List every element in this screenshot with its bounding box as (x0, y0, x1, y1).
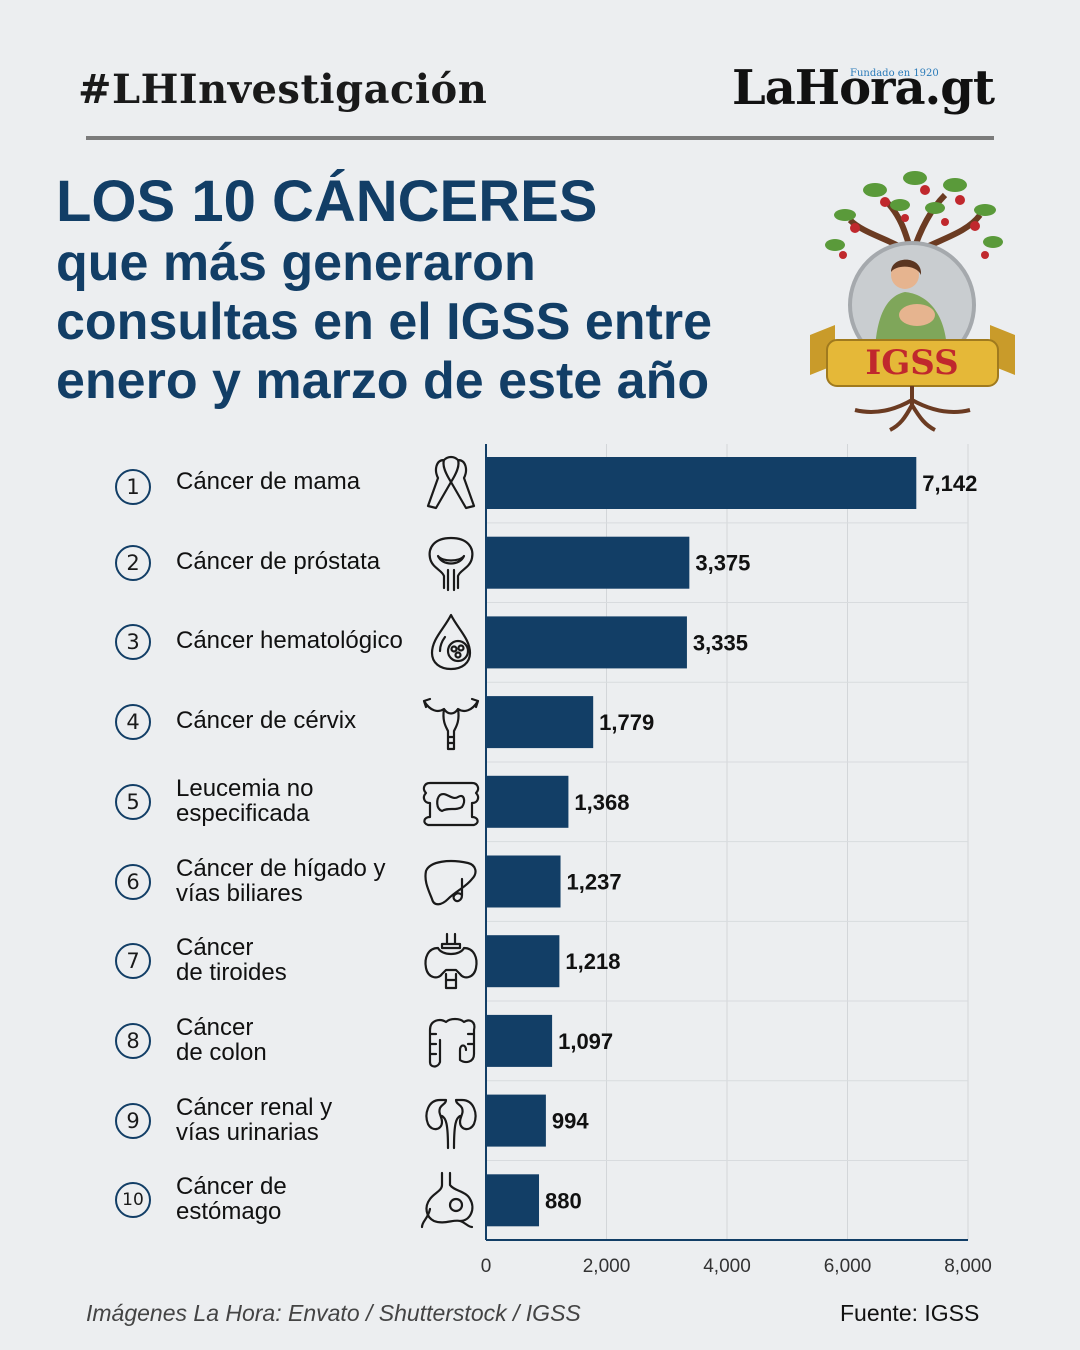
kidneys-icon (425, 1098, 477, 1149)
bone-icon (422, 781, 480, 826)
bar-value-label: 880 (545, 1188, 582, 1213)
rank-number: 10 (115, 1182, 151, 1219)
bar-value-label: 1,779 (599, 710, 654, 735)
source-note: Fuente: IGSS (840, 1300, 980, 1326)
bar (486, 696, 594, 749)
bar-value-label: 1,368 (574, 790, 629, 815)
bar-value-label: 3,335 (693, 630, 748, 655)
title-line-2: que más generaron (56, 234, 536, 292)
igss-logo: IGSS (810, 171, 1015, 432)
category-label: Cáncer de colon (176, 1013, 267, 1066)
bar-value-label: 7,142 (922, 471, 977, 496)
rank-number: 1 (115, 469, 151, 505)
title-line-1: LOS 10 CÁNCERES (56, 169, 598, 234)
rank-number: 9 (115, 1102, 151, 1139)
bar (486, 457, 917, 509)
rank-number: 6 (115, 863, 151, 900)
bar (486, 1094, 546, 1147)
page-title: LOS 10 CÁNCERES que más generaron consul… (56, 170, 796, 411)
thyroid-icon (424, 933, 478, 990)
hashtag-heading: #LHInvestigación (78, 66, 488, 113)
bar-value-label: 3,375 (695, 551, 750, 576)
x-tick-label: 6,000 (824, 1256, 872, 1277)
category-label: Cáncer de hígado y vías biliares (176, 854, 386, 907)
x-tick-label: 2,000 (583, 1256, 631, 1277)
category-label: Cáncer de estómago (176, 1173, 287, 1226)
header-divider (86, 136, 994, 140)
tree-icon (825, 171, 1003, 259)
category-label: Cáncer renal y vías urinarias (176, 1093, 333, 1146)
igss-logo-text: IGSS (865, 343, 958, 383)
brand-tagline: Fundado en 1920 (850, 68, 939, 79)
bar-value-label: 1,218 (565, 949, 620, 974)
x-tick-label: 4,000 (703, 1256, 751, 1277)
liver-icon (424, 859, 477, 905)
bar (486, 1014, 553, 1067)
mother-child-icon (875, 259, 947, 350)
rank-number: 2 (115, 544, 151, 581)
bar (486, 1174, 540, 1227)
bar (486, 775, 569, 828)
rank-number: 5 (115, 783, 151, 820)
bar (486, 536, 690, 589)
brand-logo[interactable]: LaHora.gt (731, 60, 995, 116)
category-label: Cáncer hematológico (176, 627, 403, 655)
blood-drop-icon (430, 614, 472, 671)
bar-value-label: 1,097 (558, 1029, 613, 1054)
category-label: Leucemia no especificada (176, 774, 314, 827)
rank-number: 3 (115, 624, 151, 661)
category-label: Cáncer de mama (176, 468, 361, 495)
category-label: Cáncer de próstata (176, 547, 381, 575)
bar-value-label: 1,237 (567, 870, 622, 895)
title-line-4: enero y marzo de este año (56, 352, 710, 410)
bar (486, 616, 687, 669)
roots-icon (854, 386, 971, 432)
x-tick-label: 0 (481, 1256, 492, 1277)
category-label: Cáncer de cérvix (176, 707, 357, 735)
stomach-icon (420, 1172, 474, 1229)
uterus-icon (422, 697, 480, 751)
x-tick-label: 8,000 (944, 1256, 992, 1277)
rank-number: 7 (115, 943, 151, 980)
bar (486, 935, 560, 988)
title-line-3: consultas en el IGSS entre (56, 293, 712, 351)
colon-icon (428, 1017, 476, 1068)
category-label: Cáncer de tiroides (176, 934, 287, 987)
bar-value-label: 994 (552, 1109, 589, 1134)
bar (486, 855, 561, 908)
rank-number: 4 (115, 704, 151, 741)
image-credits: Imágenes La Hora: Envato / Shutterstock … (86, 1300, 581, 1326)
prostate-icon (428, 536, 474, 591)
rank-number: 8 (115, 1022, 151, 1059)
ribbon-icon (426, 455, 476, 510)
